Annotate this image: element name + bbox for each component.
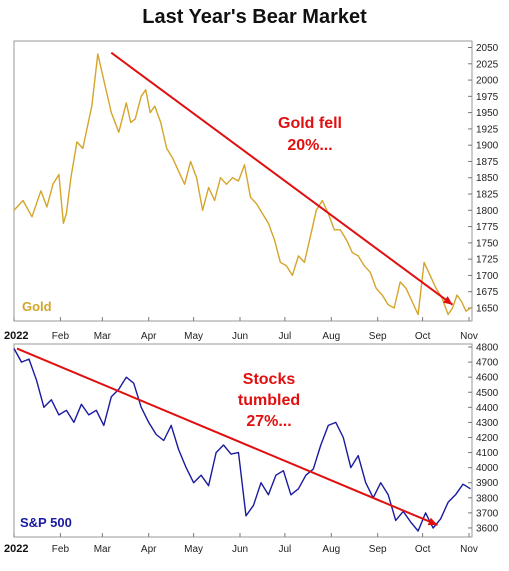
y-tick-label: 1750	[476, 238, 499, 249]
plot-frame	[13, 40, 473, 322]
y-tick-label: 1950	[476, 108, 499, 119]
x-tick-label: Oct	[415, 544, 431, 555]
trend-arrowhead	[442, 296, 453, 305]
x-tick-label: 2022	[4, 543, 28, 555]
series-line	[13, 348, 471, 532]
y-tick-label: 1725	[476, 255, 499, 266]
y-tick-label: 2025	[476, 59, 499, 70]
annotation-text: Gold fell	[278, 115, 342, 132]
y-tick-label: 4300	[476, 418, 499, 429]
x-tick-label: Feb	[52, 544, 70, 555]
y-tick-label: 1675	[476, 287, 499, 298]
y-tick-label: 1700	[476, 271, 499, 282]
series-label: Gold	[22, 299, 52, 314]
x-tick-label: Sep	[369, 331, 387, 342]
x-tick-label: Feb	[52, 331, 70, 342]
y-tick-label: 1775	[476, 222, 499, 233]
x-tick-label: Jun	[232, 544, 248, 555]
y-tick-label: 2000	[476, 76, 499, 87]
y-tick-label: 1650	[476, 303, 499, 314]
trend-line	[16, 347, 438, 526]
y-tick-label: 3900	[476, 478, 499, 489]
trend-line	[110, 51, 454, 306]
x-tick-label: 2022	[4, 330, 28, 342]
y-tick-label: 1900	[476, 141, 499, 152]
y-tick-label: 4800	[476, 343, 499, 354]
y-tick-label: 3600	[476, 523, 499, 534]
plot-frame	[13, 343, 473, 538]
y-tick-label: 4600	[476, 373, 499, 384]
y-tick-label: 1975	[476, 92, 499, 103]
gold-panel: 1650 1675 1700 1725 1750 1775 1800 1825 1850 1875…	[4, 40, 499, 342]
x-tick-label: May	[184, 544, 203, 555]
y-tick-label: 4700	[476, 358, 499, 369]
x-tick-label: Jul	[279, 544, 292, 555]
x-tick-label: Mar	[94, 331, 112, 342]
x-tick-label: Oct	[415, 331, 431, 342]
y-tick-label: 3700	[476, 508, 499, 519]
x-tick-label: Apr	[141, 331, 157, 342]
x-tick-label: Sep	[369, 544, 387, 555]
y-tick-label: 4400	[476, 403, 499, 414]
y-tick-label: 4100	[476, 448, 499, 459]
x-tick-label: Mar	[94, 544, 112, 555]
x-tick-label: Apr	[141, 544, 157, 555]
y-tick-label: 1925	[476, 124, 499, 135]
y-tick-label: 3800	[476, 493, 499, 504]
x-tick-label: Aug	[322, 544, 340, 555]
x-tick-label: Jul	[279, 331, 292, 342]
y-tick-label: 4500	[476, 388, 499, 399]
y-tick-label: 1825	[476, 190, 499, 201]
series-line	[13, 53, 471, 316]
annotation-text: Stocks	[243, 371, 296, 388]
chart-title: Last Year's Bear Market	[142, 6, 367, 28]
y-tick-label: 4200	[476, 433, 499, 444]
x-tick-label: Nov	[460, 331, 478, 342]
x-tick-label: Jun	[232, 331, 248, 342]
series-label: S&P 500	[20, 515, 72, 530]
sp500-panel: 3600 3700 3800 3900 4000 4100 4200 4300 4400 4500…	[4, 343, 499, 555]
y-tick-label: 4000	[476, 463, 499, 474]
annotation-text: 20%...	[287, 137, 332, 154]
x-tick-label: Nov	[460, 544, 478, 555]
trend-arrowhead	[427, 517, 438, 526]
y-tick-label: 1875	[476, 157, 499, 168]
y-tick-label: 1850	[476, 173, 499, 184]
annotation-text: tumbled	[238, 392, 300, 409]
y-tick-label: 2050	[476, 43, 499, 54]
y-tick-label: 1800	[476, 206, 499, 217]
x-tick-label: Aug	[322, 331, 340, 342]
x-tick-label: May	[184, 331, 203, 342]
annotation-text: 27%...	[246, 413, 291, 430]
